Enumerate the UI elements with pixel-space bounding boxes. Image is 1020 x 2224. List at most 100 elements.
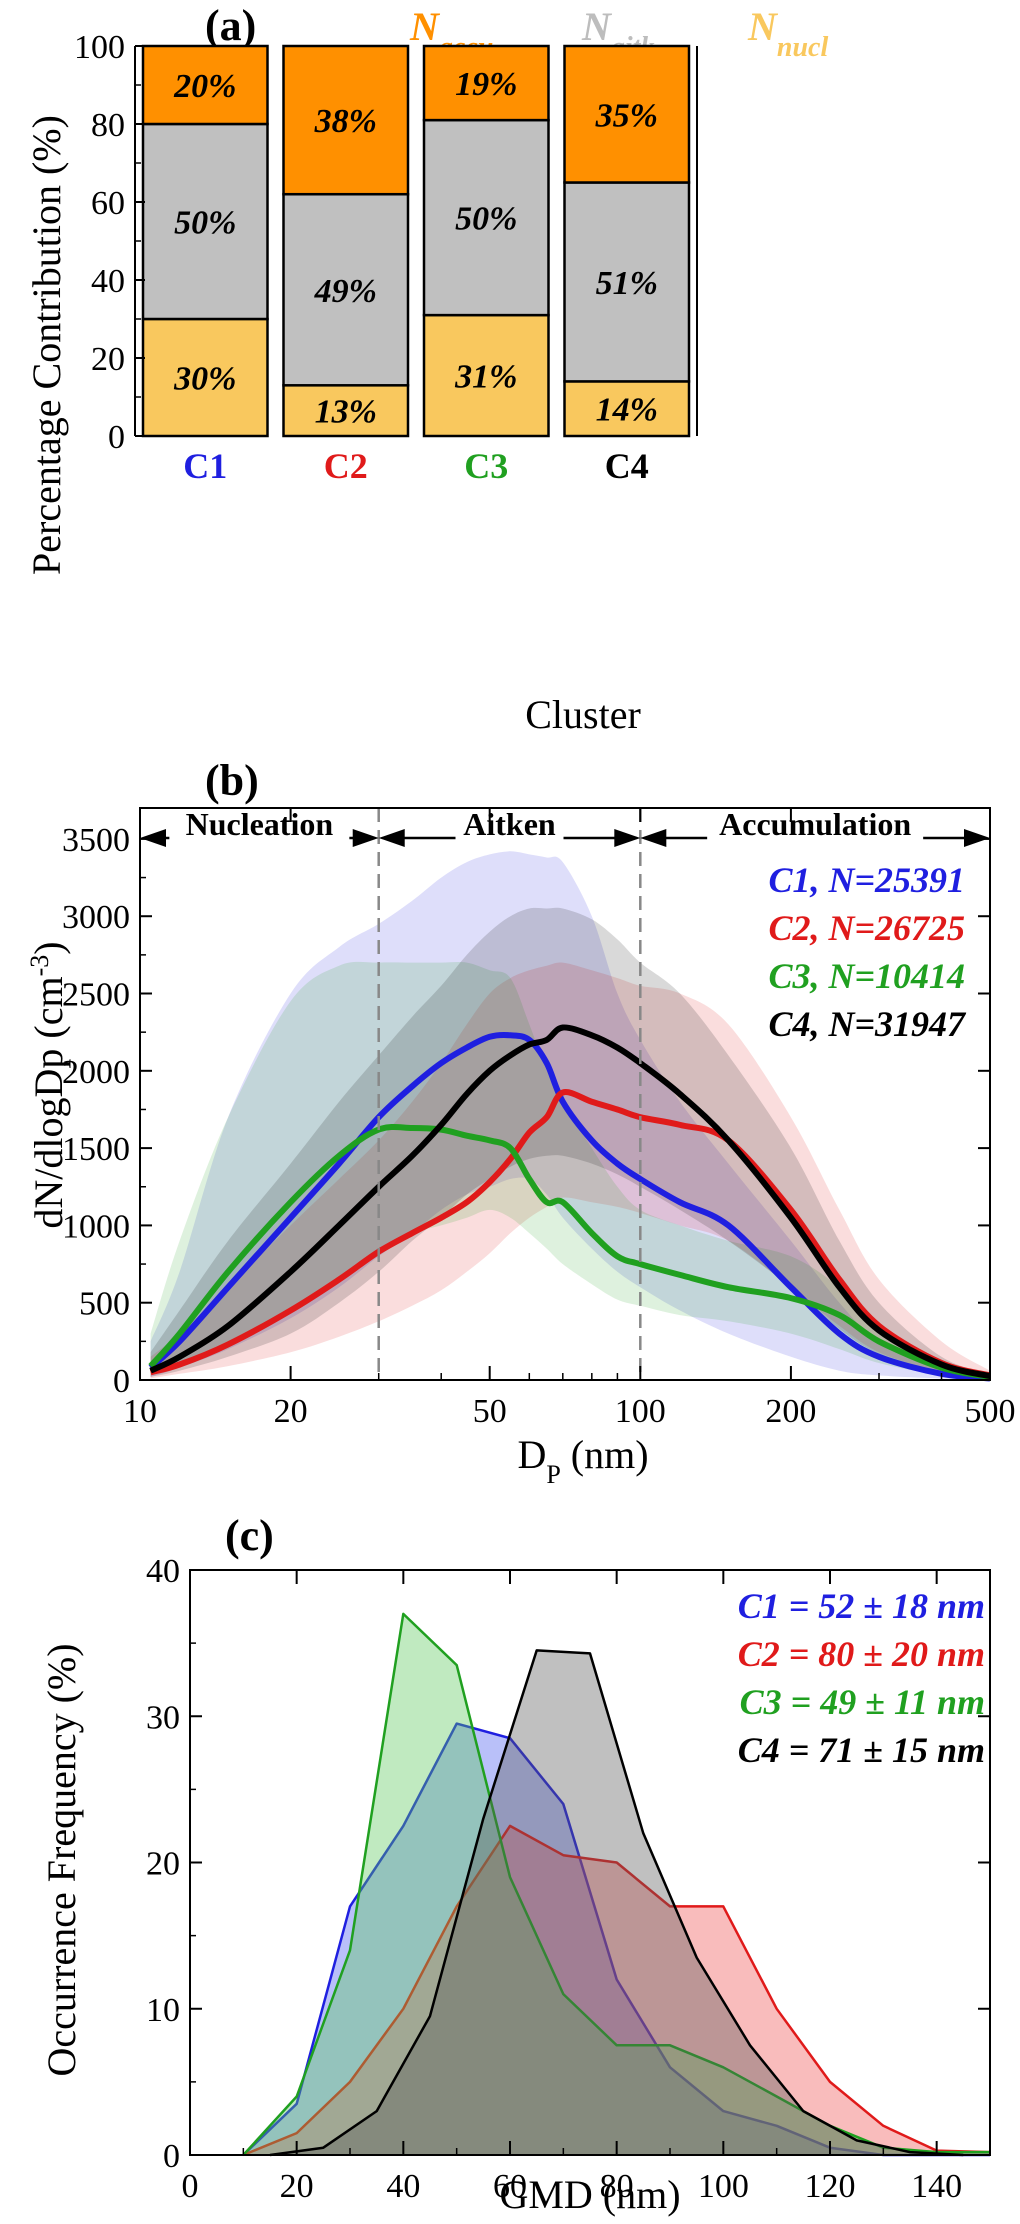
y-tick-label: 40 [91,263,125,300]
panel-a-y-axis-label: Percentage Contribution (%) [24,115,69,575]
panel-a-y-axis: 0 20 40 60 80 100 [74,29,698,456]
y-tick-label: 3500 [62,822,130,859]
y-tick-label: 0 [113,1363,130,1400]
legend-entry-series-1: C1 = 52 ± 18 nm [738,1586,985,1626]
y-tick-label: 0 [108,419,125,456]
y-tick-label: 2000 [62,1054,130,1091]
legend-entry-series-4: C4 = 71 ± 15 nm [738,1730,985,1770]
bar-value-label: 13% [315,394,377,431]
x-tick-label: 120 [805,2168,856,2205]
panel-a-x-axis: C1 C2 C3 C4 [183,446,649,486]
area-fill-series-3 [243,1613,991,2155]
x-tick-label: 0 [182,2168,199,2205]
y-tick-label: 1500 [62,1131,130,1168]
region-arrow-head-left [378,829,405,847]
y-tick-label: 40 [146,1553,180,1590]
x-tick-label: 100 [698,2168,749,2205]
region-arrow-head-left [640,829,667,847]
area-fill-series-2 [243,1825,991,2155]
bar-value-label: 31% [454,359,517,396]
x-tick-label: 50 [473,1393,507,1430]
x-tick-label: 80 [600,2168,634,2205]
y-tick-label: 10 [146,1992,180,2029]
bar-value-label: 50% [455,201,517,238]
bar-value-label: 20% [173,68,236,105]
bar-value-label: 19% [455,66,517,103]
legend-entry-series-4: C4, N=31947 [768,1004,967,1044]
mean-line-series-2 [149,1089,991,1379]
panel-a-bars: 30% 50% 20% 13% 49% 38% 31% 50% 19% 14% 51% 35% [141,44,691,438]
x-tick-label: 200 [765,1393,816,1430]
region-arrow-head-right [614,829,641,847]
category-tick-label: C3 [464,446,508,486]
panel-c-legend: C1 = 52 ± 18 nm C2 = 80 ± 20 nm C3 = 49 ± … [738,1586,985,1770]
x-tick-label: 10 [123,1393,157,1430]
panel-b-x-axis-label: DP (nm) [517,1432,648,1489]
mean-line-series-1 [148,1031,991,1382]
legend-entry-series-1: C1, N=25391 [768,860,965,900]
legend-entry-series-2: C2 = 80 ± 20 nm [738,1634,985,1674]
bar-segment-accu-c1 [141,44,269,126]
region-arrow-head-right [964,829,990,847]
legend-entry-series-2: C2, N=26725 [768,908,965,948]
x-tick-label: 100 [615,1393,666,1430]
panel-c-label: (c) [225,1511,274,1560]
panel-c-axes: 0 10 20 30 40 0 20 40 60 80 100 120 140 [146,1553,991,2205]
panel-b-label: (b) [205,756,259,805]
region-label: Nucleation [186,806,334,842]
panel-a-stacked-bar-chart: (a) NaccuNaitkNnucl 30%50%20%13%49%38%31… [24,1,828,737]
plot-frame [139,807,991,1381]
bar-segment-aitk-c2 [282,192,410,387]
x-tick-label: 140 [911,2168,962,2205]
panel-b-size-distribution-chart: (b) Nucleation Aitken Accumulation C1, N=2… [25,756,1016,1489]
bar-value-label: 35% [595,97,658,134]
panel-a-x-axis-label: Cluster [525,692,641,737]
region-label: Aitken [463,806,556,842]
bar-value-label: 50% [174,205,236,242]
region-arrow-head-left [140,829,166,847]
x-tick-label: 20 [280,2168,314,2205]
y-tick-label: 3000 [62,899,130,936]
bar-segment-aitk-c4 [563,181,691,383]
region-label-bg [707,810,924,840]
bar-segment-accu-c4 [563,44,691,184]
region-label: Accumulation [719,806,911,842]
category-tick-label: C1 [183,446,227,486]
panel-c-areas [242,1612,991,2157]
panel-b-series-lines [148,1024,991,1382]
bar-segment-accu-c2 [282,44,410,196]
y-tick-label: 1000 [62,1208,130,1245]
y-tick-label: 30 [146,1699,180,1736]
y-tick-label: 0 [163,2138,180,2175]
legend-entry-series-3: C3 = 49 ± 11 nm [740,1682,985,1722]
bar-segment-nucl-c4 [563,380,691,438]
panel-b-axes: 0 500 1000 1500 2000 2500 3000 3500 10 20 50 100 200… [62,807,1016,1430]
bar-value-label: 51% [596,265,658,302]
y-tick-label: 2500 [62,977,130,1014]
area-line-series-4 [269,1649,964,2157]
y-tick-label: 20 [146,1846,180,1883]
bar-value-label: 30% [173,361,236,398]
panel-a-label: (a) [205,1,256,50]
area-fill-series-1 [243,1723,991,2155]
x-tick-label: 20 [274,1393,308,1430]
legend-entry-series-3: C3, N=10414 [768,956,965,996]
panel-c-x-axis-label: GMD (nm) [499,2172,680,2217]
category-tick-label: C2 [324,446,368,486]
area-line-series-1 [242,1722,990,2157]
area-line-series-3 [242,1612,990,2156]
panel-c-gmd-frequency-chart: (c) C1 = 52 ± 18 nm C2 = 80 ± 20 nm C3 = 4… [39,1511,991,2217]
bar-segment-aitk-c3 [422,118,550,317]
bar-segment-nucl-c3 [422,313,550,438]
area-line-series-2 [242,1824,991,2157]
bar-value-label: 14% [596,392,658,429]
legend-entry-nucl: Nnucl [747,4,828,63]
panel-c-y-axis-label: Occurrence Frequency (%) [39,1643,84,2076]
x-tick-label: 60 [493,2168,527,2205]
area-fill-series-4 [270,1650,964,2155]
region-label-bg [169,810,350,840]
bar-value-label: 38% [314,103,377,140]
x-tick-label: 500 [965,1393,1016,1430]
region-arrow-head-right [352,829,379,847]
